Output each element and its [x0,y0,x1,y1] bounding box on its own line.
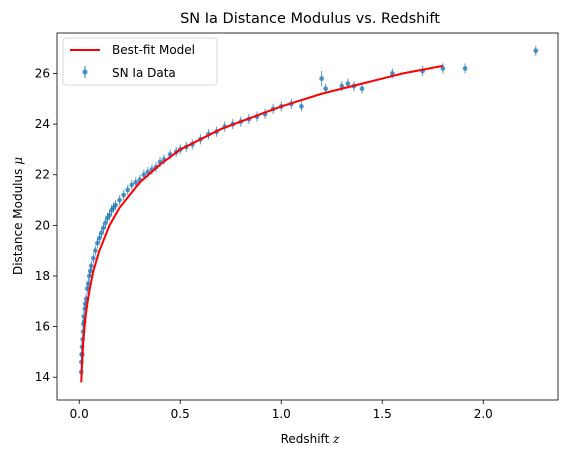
data-point [99,227,104,239]
x-axis-label: Redshift z [281,432,341,446]
y-tick-label: 20 [35,218,50,232]
legend-label-best-fit: Best-fit Model [112,43,195,57]
y-tick-label: 22 [35,168,50,182]
data-point [95,238,100,249]
y-tick-label: 18 [35,269,50,283]
data-point [117,194,123,206]
data-point [113,200,118,211]
data-point [101,222,106,233]
data-point [125,184,131,195]
data-point [97,232,102,244]
x-tick-label: 2.0 [474,407,493,421]
y-axis-label: Distance Modulus μ [11,157,25,275]
x-tick-label: 0.0 [70,407,89,421]
data-point-marker [107,212,112,218]
x-tick-label: 1.0 [272,407,291,421]
data-point-marker [133,179,139,185]
plot-area [56,32,559,401]
best-fit-line [80,64,444,383]
data-point-marker [129,182,135,188]
data-point [88,260,94,271]
data-point [462,63,468,74]
data-point [103,217,108,228]
series-layer [78,45,539,383]
data-point [299,101,304,112]
data-point [85,278,91,289]
data-point-marker [440,66,446,71]
data-point-marker [92,248,98,254]
y-tick-label: 26 [35,66,50,80]
data-point-marker [323,86,329,92]
legend: Best-fit Model SN Ia Data [62,37,218,86]
data-point [133,177,139,188]
data-point-marker [125,187,131,193]
data-point-marker [389,71,395,76]
data-point [319,70,325,87]
data-point-marker [359,86,365,92]
x-axis: 0.0 0.5 1.0 1.5 2.0 [70,400,493,421]
data-point-marker [99,230,104,236]
data-point [129,179,135,190]
data-point-marker [117,197,123,203]
data-point-marker [141,172,147,178]
data-point-marker [85,281,91,286]
data-point-marker [113,202,118,208]
data-point-marker [345,81,351,87]
data-point-marker [462,66,468,71]
x-tick-label: 1.5 [373,407,392,421]
data-point [90,253,96,264]
data-point-marker [103,220,108,226]
y-axis: 14 16 18 20 22 24 26 [35,66,57,384]
legend-label-sn-data: SN Ia Data [112,66,176,80]
plot-frame [56,32,559,401]
data-point-marker [101,225,106,231]
y-tick-label: 24 [35,117,50,131]
data-point [121,189,127,201]
data-point-marker [121,192,127,198]
legend-swatch-marker [82,69,88,75]
y-tick-label: 16 [35,320,50,334]
data-point-marker [95,240,100,246]
data-point [359,83,365,94]
data-point [92,245,98,256]
chart-title: SN Ia Distance Modulus vs. Redshift [180,11,440,27]
legend-frame [62,37,218,86]
data-point-marker [319,76,325,81]
legend-swatch-sn-data [82,66,88,78]
x-tick-label: 0.5 [171,407,190,421]
data-point [107,210,112,221]
data-point [533,45,539,56]
data-point [440,63,446,74]
data-point-marker [88,263,94,269]
data-point-marker [533,48,539,54]
data-point-marker [90,255,96,261]
data-point-marker [299,104,304,109]
data-point-marker [97,235,102,241]
y-tick-label: 14 [35,370,50,384]
